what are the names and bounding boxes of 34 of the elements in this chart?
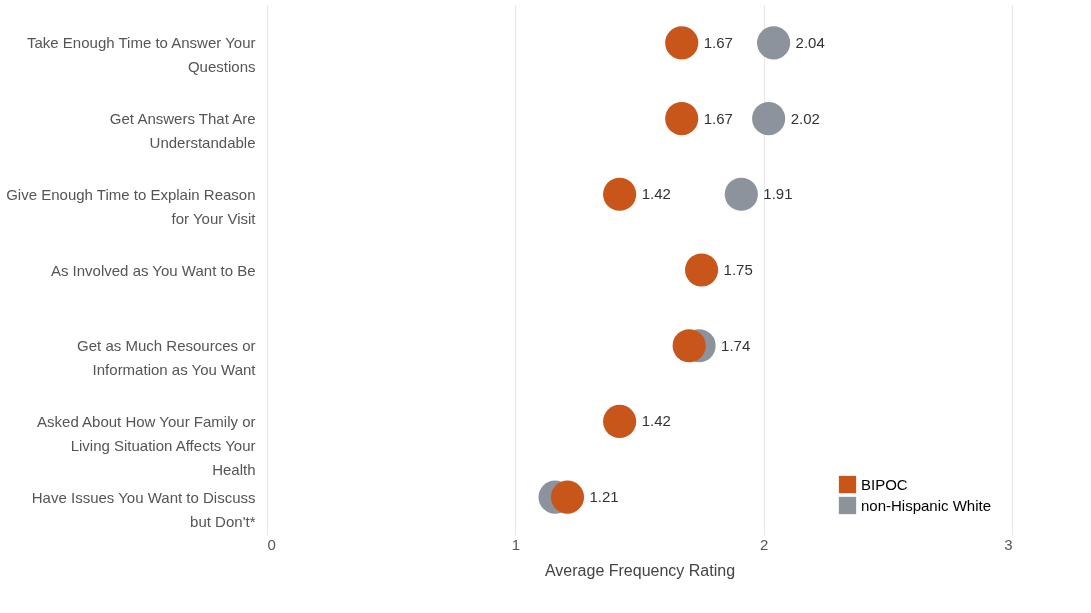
x-tick-label: 1 bbox=[511, 535, 521, 553]
y-tick-label: Give Enough Time to Explain Reason for Your Visit bbox=[6, 185, 257, 227]
legend-label: BIPOC bbox=[861, 475, 908, 493]
point bbox=[685, 253, 719, 287]
data-label: 2.02 bbox=[790, 109, 820, 127]
point bbox=[665, 26, 699, 60]
x-tick-label: 0 bbox=[267, 535, 276, 553]
point bbox=[665, 102, 699, 136]
x-tick-label: 2 bbox=[759, 535, 769, 553]
data-label: 1.75 bbox=[723, 261, 753, 278]
point bbox=[757, 26, 791, 60]
y-tick-label: Get as Much Resources or Information as You Want bbox=[77, 337, 257, 379]
data-label: 1.42 bbox=[641, 412, 671, 430]
point bbox=[752, 102, 786, 136]
x-tick-label: 3 bbox=[1004, 535, 1013, 553]
data-label: 1.21 bbox=[589, 488, 619, 506]
legend-label: non-Hispanic White bbox=[861, 496, 992, 514]
y-tick-label: Take Enough Time to Answer Your Questions bbox=[27, 34, 256, 76]
y-tick-label: Have Issues You Want to Discuss but Don't* bbox=[31, 488, 256, 530]
x-axis-title: Average Frequency Rating bbox=[544, 561, 736, 579]
point bbox=[724, 177, 758, 211]
data-label: 1.42 bbox=[641, 185, 671, 203]
y-tick-label: Get Answers That Are Understandable bbox=[109, 110, 256, 152]
data-label: 1.67 bbox=[703, 33, 733, 51]
data-label: 1.74 bbox=[721, 336, 751, 354]
y-tick-label: Asked About How Your Family or Living Situation Affects Your Health bbox=[37, 412, 256, 478]
y-tick-label: As Involved as You Want to Be bbox=[50, 261, 256, 279]
point bbox=[603, 177, 637, 211]
data-label: 2.04 bbox=[795, 33, 825, 51]
point bbox=[603, 404, 637, 438]
point bbox=[550, 480, 585, 514]
data-label: 1.91 bbox=[763, 185, 793, 203]
point bbox=[672, 329, 706, 363]
data-label: 1.67 bbox=[703, 109, 733, 127]
